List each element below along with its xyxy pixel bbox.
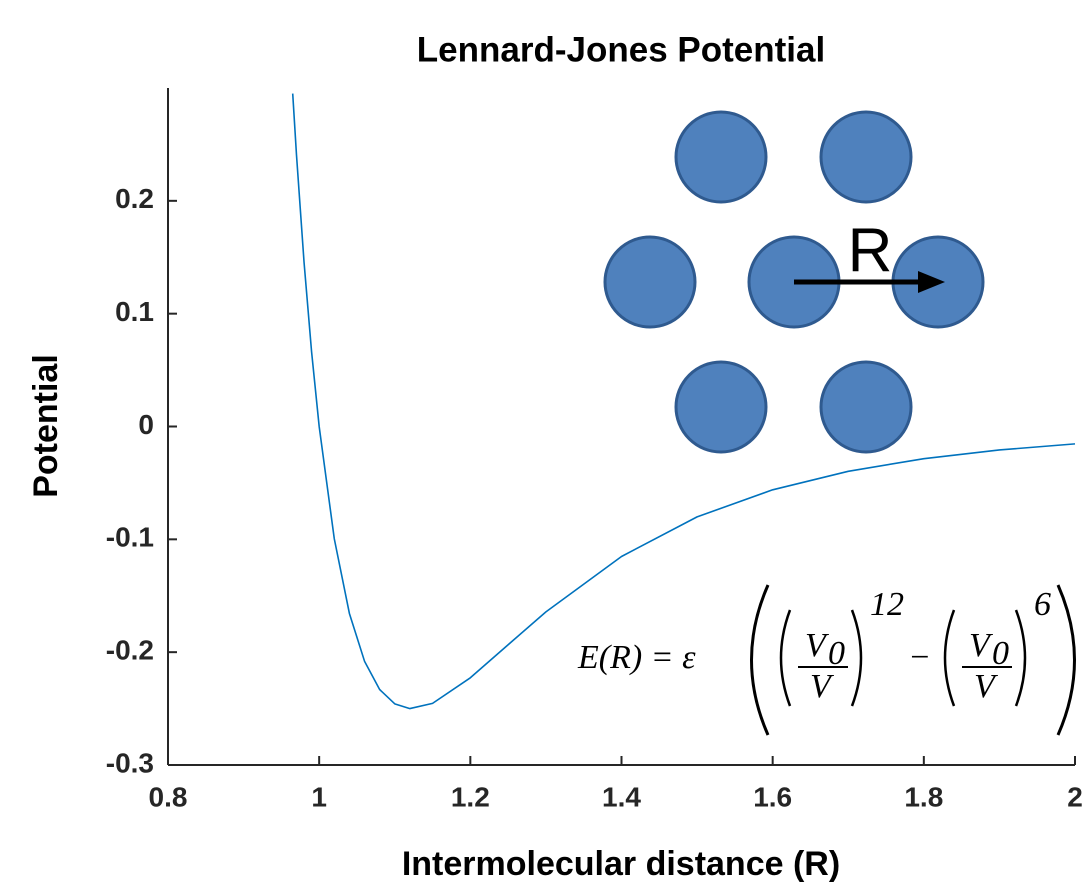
formula: E(R) = ε V 0 V 12 − V 0 V 6	[577, 584, 1076, 736]
arrow-head	[918, 271, 945, 293]
distance-label: R	[848, 216, 893, 285]
paren	[943, 609, 956, 707]
y-axis-label: Potential	[27, 354, 65, 498]
numerator: V	[805, 627, 830, 664]
atom	[603, 235, 697, 329]
x-tick-label: 1.2	[451, 781, 490, 812]
atom	[674, 110, 768, 204]
x-tick-label: 1.4	[602, 781, 641, 812]
x-tick-label: 2	[1067, 781, 1083, 812]
data-line	[291, 93, 1076, 710]
atom	[819, 110, 913, 204]
subscript: 0	[828, 635, 845, 672]
x-tick-label: 1.8	[904, 781, 943, 812]
numerator: V	[969, 627, 994, 664]
x-tick-label: 1	[311, 781, 327, 812]
operator: −	[908, 639, 931, 676]
y-tick-label: 0.1	[115, 296, 154, 327]
y-tick-label: 0	[138, 409, 154, 440]
subscript: 0	[992, 635, 1009, 672]
y-tick-label: -0.1	[106, 522, 154, 553]
paren	[779, 609, 792, 707]
paren	[1056, 584, 1076, 736]
atom	[819, 360, 913, 454]
denominator: V	[974, 668, 999, 705]
exponent: 12	[870, 586, 904, 623]
x-tick-label: 0.8	[149, 781, 188, 812]
chart-title: Lennard-Jones Potential	[417, 30, 825, 69]
paren	[850, 609, 863, 707]
y-tick-label: 0.2	[115, 183, 154, 214]
y-tick-label: -0.3	[106, 747, 154, 778]
y-tick-label: -0.2	[106, 635, 154, 666]
denominator: V	[810, 668, 835, 705]
exponent: 6	[1034, 586, 1051, 623]
paren	[750, 584, 770, 736]
atom	[674, 360, 768, 454]
x-axis-label: Intermolecular distance (R)	[402, 845, 840, 883]
formula-lhs: E(R) = ε	[577, 639, 696, 676]
x-tick-label: 1.6	[753, 781, 792, 812]
paren	[1014, 609, 1027, 707]
